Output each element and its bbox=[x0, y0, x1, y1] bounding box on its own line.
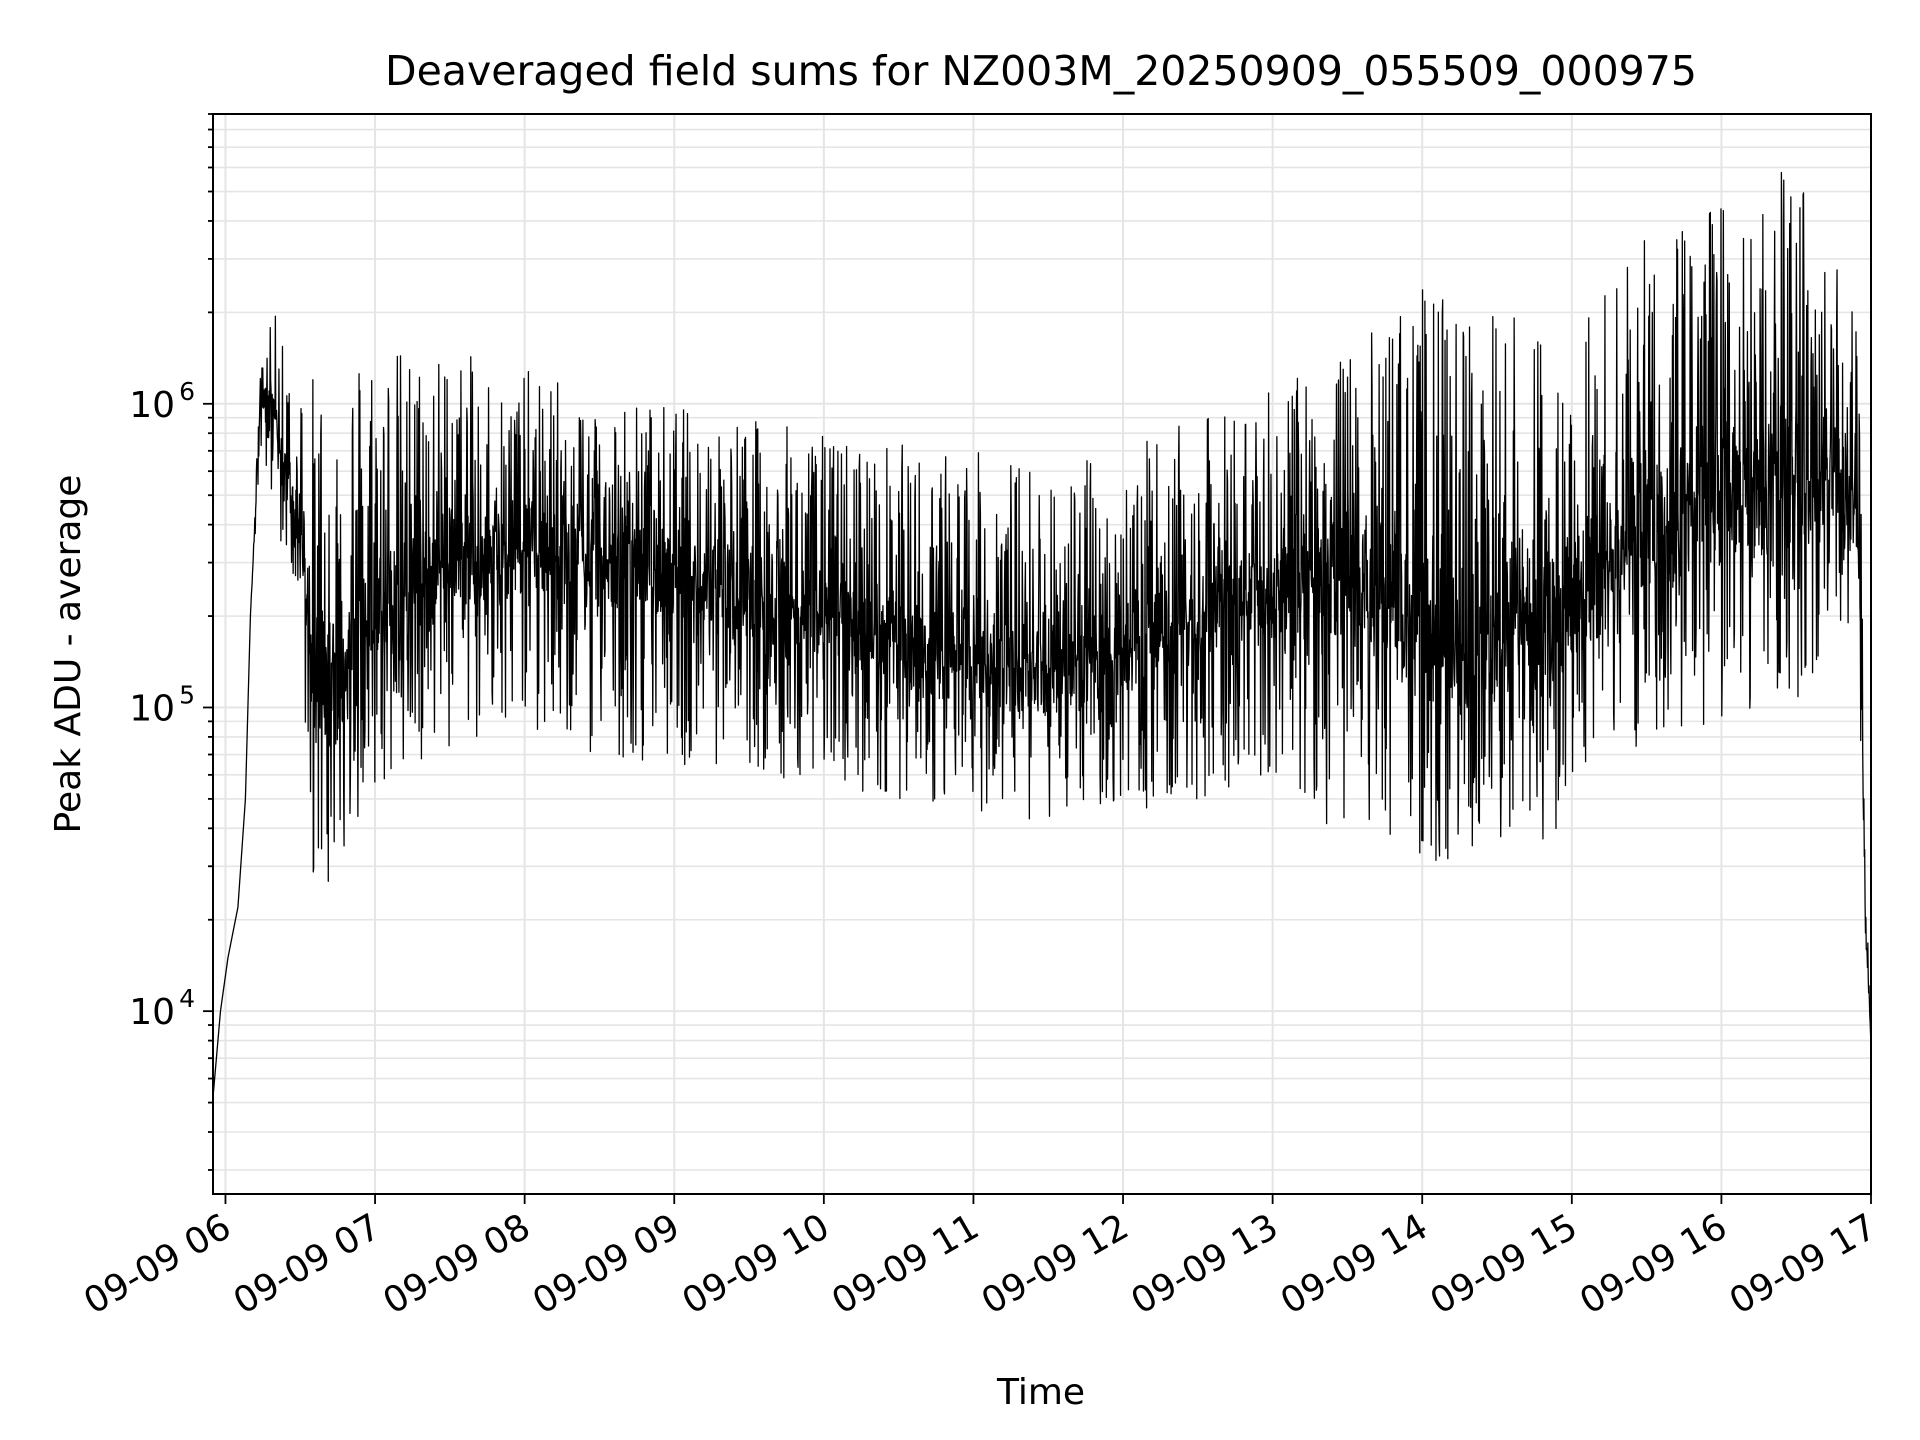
y-tick-exponent: 5 bbox=[179, 680, 195, 709]
y-tick-label: 10 bbox=[129, 688, 175, 729]
data-series bbox=[212, 171, 1872, 1098]
plot-frame bbox=[212, 113, 1872, 1195]
y-tick-exponent: 4 bbox=[179, 984, 195, 1013]
x-axis-label: Time bbox=[996, 1372, 1085, 1413]
chart-title: Deaveraged field sums for NZ003M_2025090… bbox=[385, 47, 1697, 95]
y-tick-label: 10 bbox=[129, 385, 175, 426]
series-line bbox=[212, 171, 1872, 1098]
y-tick-label: 10 bbox=[129, 992, 175, 1033]
y-axis-label: Peak ADU - average bbox=[48, 475, 89, 834]
y-tick-exponent: 6 bbox=[179, 377, 195, 406]
